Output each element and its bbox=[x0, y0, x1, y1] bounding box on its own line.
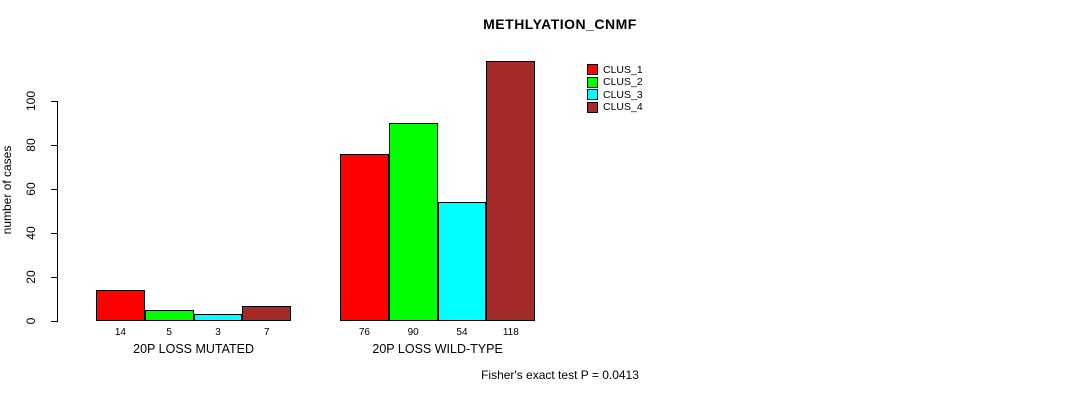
y-axis-tick-label: 40 bbox=[24, 226, 38, 240]
legend-swatch-icon bbox=[587, 89, 598, 101]
y-axis-tick bbox=[51, 233, 57, 234]
footer-note: Fisher's exact test P = 0.0413 bbox=[481, 368, 639, 382]
bar-clus_1-group1 bbox=[96, 290, 145, 321]
x-axis-group-label: 20P LOSS MUTATED bbox=[133, 342, 255, 356]
bar-clus_2-group1 bbox=[144, 310, 194, 321]
bar-clus_4-group2 bbox=[486, 61, 536, 321]
bar-value-label: 7 bbox=[264, 327, 270, 338]
y-axis-line bbox=[57, 101, 58, 322]
bar-value-label: 90 bbox=[407, 327, 419, 338]
legend-swatch-icon bbox=[587, 101, 598, 113]
legend-label: CLUS_1 bbox=[603, 63, 643, 76]
bar-clus_1-group2 bbox=[340, 153, 389, 321]
legend-label: CLUS_3 bbox=[603, 88, 643, 101]
chart-title: METHLYATION_CNMF bbox=[483, 16, 637, 32]
legend-item-clus_4: CLUS_4 bbox=[587, 101, 643, 114]
legend-item-clus_3: CLUS_3 bbox=[587, 88, 643, 101]
y-axis-tick-label: 100 bbox=[24, 90, 38, 112]
bar-value-label: 14 bbox=[114, 327, 126, 338]
x-axis-group-label: 20P LOSS WILD-TYPE bbox=[372, 342, 503, 356]
y-axis-tick bbox=[51, 145, 57, 146]
y-axis-tick-label: 60 bbox=[24, 182, 38, 196]
legend-label: CLUS_4 bbox=[603, 101, 643, 114]
bar-clus_3-group1 bbox=[193, 314, 243, 321]
y-axis-tick bbox=[51, 321, 57, 322]
legend-swatch-icon bbox=[587, 64, 598, 75]
bar-clus_4-group1 bbox=[242, 305, 292, 321]
y-axis-tick bbox=[51, 101, 57, 102]
y-axis-label: number of cases bbox=[0, 145, 14, 235]
legend: CLUS_1 CLUS_2 CLUS_3 CLUS_4 bbox=[587, 64, 643, 114]
legend-swatch-icon bbox=[587, 76, 598, 88]
y-axis-tick bbox=[51, 189, 57, 190]
bar-clus_2-group2 bbox=[388, 123, 438, 321]
y-axis-tick bbox=[51, 277, 57, 278]
bar-value-label: 118 bbox=[502, 327, 519, 338]
y-axis-tick-label: 0 bbox=[24, 317, 38, 325]
y-axis-tick-label: 80 bbox=[24, 138, 38, 152]
bar-value-label: 76 bbox=[358, 327, 370, 338]
legend-item-clus_2: CLUS_2 bbox=[587, 76, 643, 89]
y-axis-tick-label: 20 bbox=[24, 270, 38, 284]
legend-label: CLUS_2 bbox=[603, 76, 643, 89]
bar-value-label: 5 bbox=[166, 327, 172, 338]
legend-item-clus_1: CLUS_1 bbox=[587, 63, 643, 76]
bar-value-label: 3 bbox=[215, 327, 221, 338]
bar-clus_3-group2 bbox=[437, 202, 487, 321]
bar-value-label: 54 bbox=[456, 327, 468, 338]
